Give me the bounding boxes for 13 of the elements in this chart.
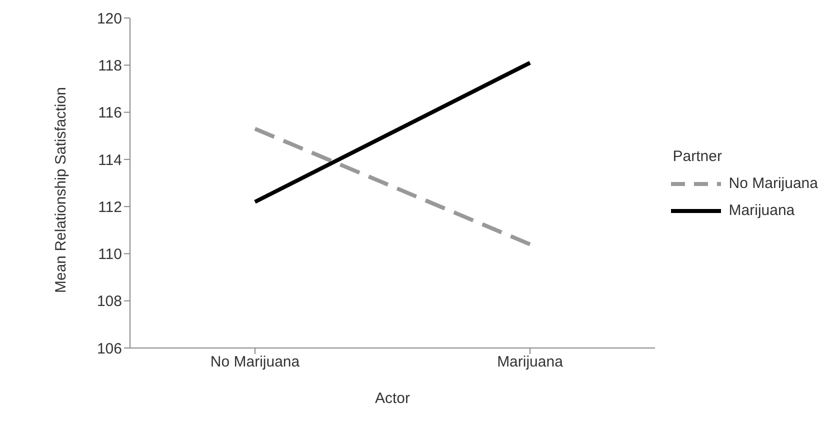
x-axis-title: Actor bbox=[374, 390, 410, 407]
legend-label: Marijuana bbox=[728, 202, 795, 219]
legend-label: No Marijuana bbox=[728, 175, 818, 192]
y-tick-label: 112 bbox=[98, 198, 122, 216]
y-tick-label: 106 bbox=[96, 340, 122, 358]
legend-title: Partner bbox=[672, 148, 723, 165]
y-tick-label: 108 bbox=[96, 293, 122, 310]
y-tick-label: 116 bbox=[98, 104, 122, 122]
y-tick-label: 110 bbox=[98, 246, 122, 264]
y-tick-label: 114 bbox=[98, 152, 122, 169]
y-tick-label: 120 bbox=[96, 10, 122, 28]
y-tick-label: 118 bbox=[98, 57, 122, 74]
y-axis-title: Mean Relationship Satisfaction bbox=[52, 87, 70, 293]
